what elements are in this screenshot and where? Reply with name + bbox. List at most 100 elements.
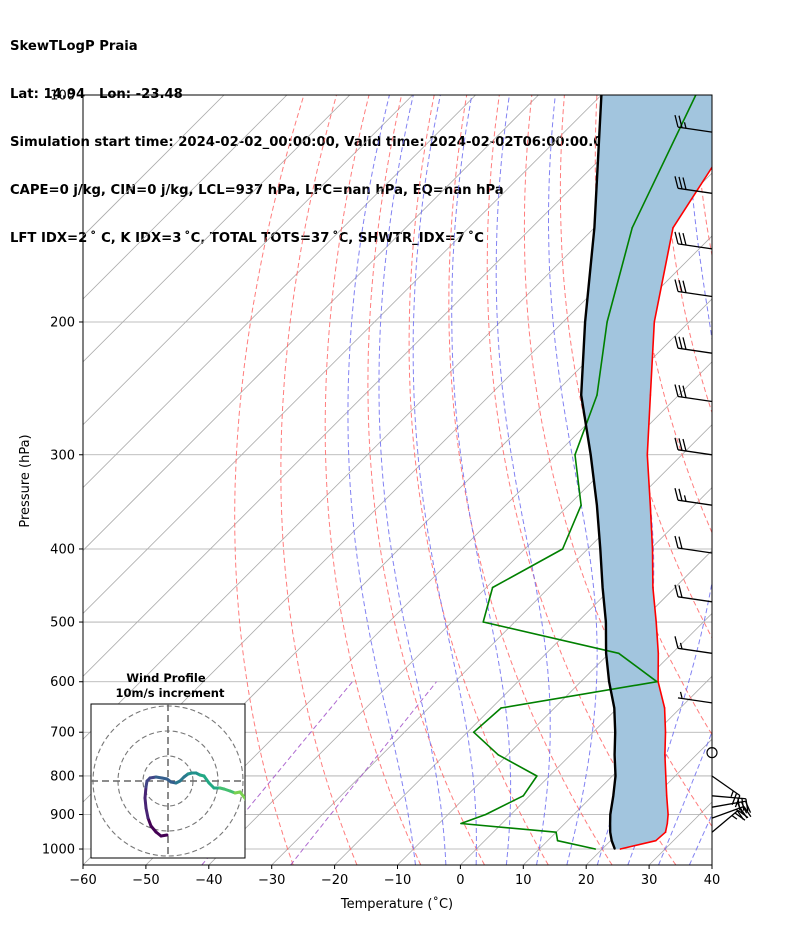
- x-tick-label: −20: [321, 873, 348, 888]
- calm-wind-circle: [706, 747, 718, 759]
- wind-barb-half-flag: [683, 495, 687, 502]
- wind-barb-flag: [682, 177, 687, 190]
- y-tick-label: 500: [50, 616, 75, 631]
- isotherm-line: [397, 549, 712, 865]
- temperature-point: [649, 394, 652, 396]
- inset-subtitle: 10m/s increment: [116, 686, 225, 700]
- wind-barb-staff: [677, 547, 713, 554]
- wind-barb: [711, 775, 741, 808]
- dry-adiabat-line: [758, 78, 794, 865]
- dry-adiabat-line: [726, 78, 794, 865]
- dewpoint-point: [606, 321, 608, 323]
- wind-barb-flag: [682, 337, 687, 350]
- hodograph-segment: [143, 785, 148, 800]
- temperature-point: [649, 504, 652, 507]
- dewpoint-point: [656, 680, 658, 683]
- isotherm-line: [334, 487, 712, 865]
- title-line-times: Simulation start time: 2024-02-02_00:00:…: [10, 135, 612, 150]
- moist-adiabat-line: [412, 95, 477, 865]
- moist-adiabat-line: [658, 730, 712, 865]
- temperature-point: [651, 548, 654, 550]
- x-tick-label: 0: [456, 873, 464, 888]
- title-line-cape: CAPE=0 j/kg, CIN=0 j/kg, LCL=937 hPa, LF…: [10, 183, 504, 198]
- x-tick-label: 10: [515, 873, 532, 888]
- title-line-station: SkewTLogP Praia: [10, 39, 138, 54]
- y-tick-label: 100: [50, 89, 75, 104]
- cin-shaded-area: [581, 95, 712, 849]
- dry-adiabat-line: [324, 95, 422, 865]
- isotherm-line: [208, 361, 712, 865]
- dry-adiabat-line: [280, 95, 358, 865]
- wind-barb-staff: [711, 805, 745, 819]
- wind-barb: [711, 809, 749, 833]
- isotherm-line: [460, 612, 712, 865]
- wind-barb-staff: [677, 290, 713, 298]
- temperature-point: [665, 775, 667, 777]
- x-tick-label: −30: [258, 873, 285, 888]
- dewpoint-point: [472, 731, 475, 734]
- wind-barb: [674, 384, 713, 403]
- wind-barb-flag: [678, 176, 683, 190]
- figure-title-block: SkewTLogP Praia Lat: 14.94 Lon: -23.48 S…: [10, 7, 612, 263]
- temperature-point: [657, 652, 660, 655]
- x-tick-label: −50: [132, 873, 159, 888]
- wind-barb-half-flag: [683, 122, 687, 129]
- dewpoint-point: [594, 848, 597, 850]
- wind-barb: [674, 176, 713, 194]
- parcel-point: [584, 321, 586, 323]
- dewpoint-point: [574, 453, 576, 456]
- temperature-point: [664, 731, 667, 734]
- parcel-point: [614, 731, 616, 734]
- temperature-point: [672, 226, 674, 229]
- wind-barb: [674, 279, 713, 298]
- wind-barb-flag: [674, 584, 679, 597]
- dry-adiabat-line: [790, 78, 794, 865]
- wind-barb-staff: [677, 647, 713, 654]
- parcel-point: [601, 586, 604, 589]
- dewpoint-point: [580, 504, 582, 507]
- isotherm-line: [83, 95, 351, 363]
- dewpoint-point: [617, 652, 620, 655]
- isotherm-line: [83, 95, 539, 552]
- x-tick-label: 20: [578, 873, 595, 888]
- parcel-point: [608, 680, 610, 683]
- x-tick-label: 30: [641, 873, 658, 888]
- isotherm-line: [271, 424, 712, 865]
- moist-adiabat-line: [495, 95, 551, 865]
- y-tick-label: 800: [50, 769, 75, 784]
- hodograph-segment: [242, 795, 245, 801]
- wind-barb-flag: [674, 636, 679, 649]
- inset-plot-area: [91, 704, 245, 858]
- wind-barb-flag: [682, 385, 687, 398]
- wind-barb-flag: [737, 809, 749, 819]
- dewpoint-point: [555, 831, 557, 834]
- wind-barb-staff: [711, 795, 746, 800]
- wind-barb-flag: [674, 176, 679, 189]
- isotherm-line: [83, 95, 413, 426]
- y-tick-label: 700: [50, 726, 75, 741]
- dewpoint-point: [556, 839, 559, 842]
- y-tick-label: 1000: [42, 843, 75, 858]
- wind-barb-flag: [678, 384, 683, 398]
- wind-barb: [674, 535, 713, 554]
- inset-title: Wind Profile: [126, 671, 206, 685]
- parcel-point: [609, 831, 611, 834]
- moist-adiabat-line: [378, 95, 447, 865]
- wind-barb-flag: [678, 585, 683, 598]
- dewpoint-point: [484, 813, 487, 816]
- wind-barb-flag: [682, 438, 687, 452]
- title-line-indices: LFT IDX=2 ˚ C, K IDX=3 ˚C, TOTAL TOTS=37…: [10, 231, 484, 246]
- wind-barb-flag: [734, 795, 741, 808]
- parcel-point: [612, 795, 615, 797]
- wind-barb-half-flag: [679, 691, 683, 699]
- dewpoint-point: [596, 394, 598, 396]
- wind-barb: [674, 636, 713, 654]
- wind-barb: [674, 488, 713, 506]
- temperature-point: [664, 831, 667, 834]
- mixing-ratio-line: [201, 681, 353, 865]
- x-tick-label: −40: [195, 873, 222, 888]
- temperature-point: [654, 839, 657, 842]
- wind-barb-flag: [734, 812, 746, 821]
- moist-adiabat-line: [548, 95, 598, 865]
